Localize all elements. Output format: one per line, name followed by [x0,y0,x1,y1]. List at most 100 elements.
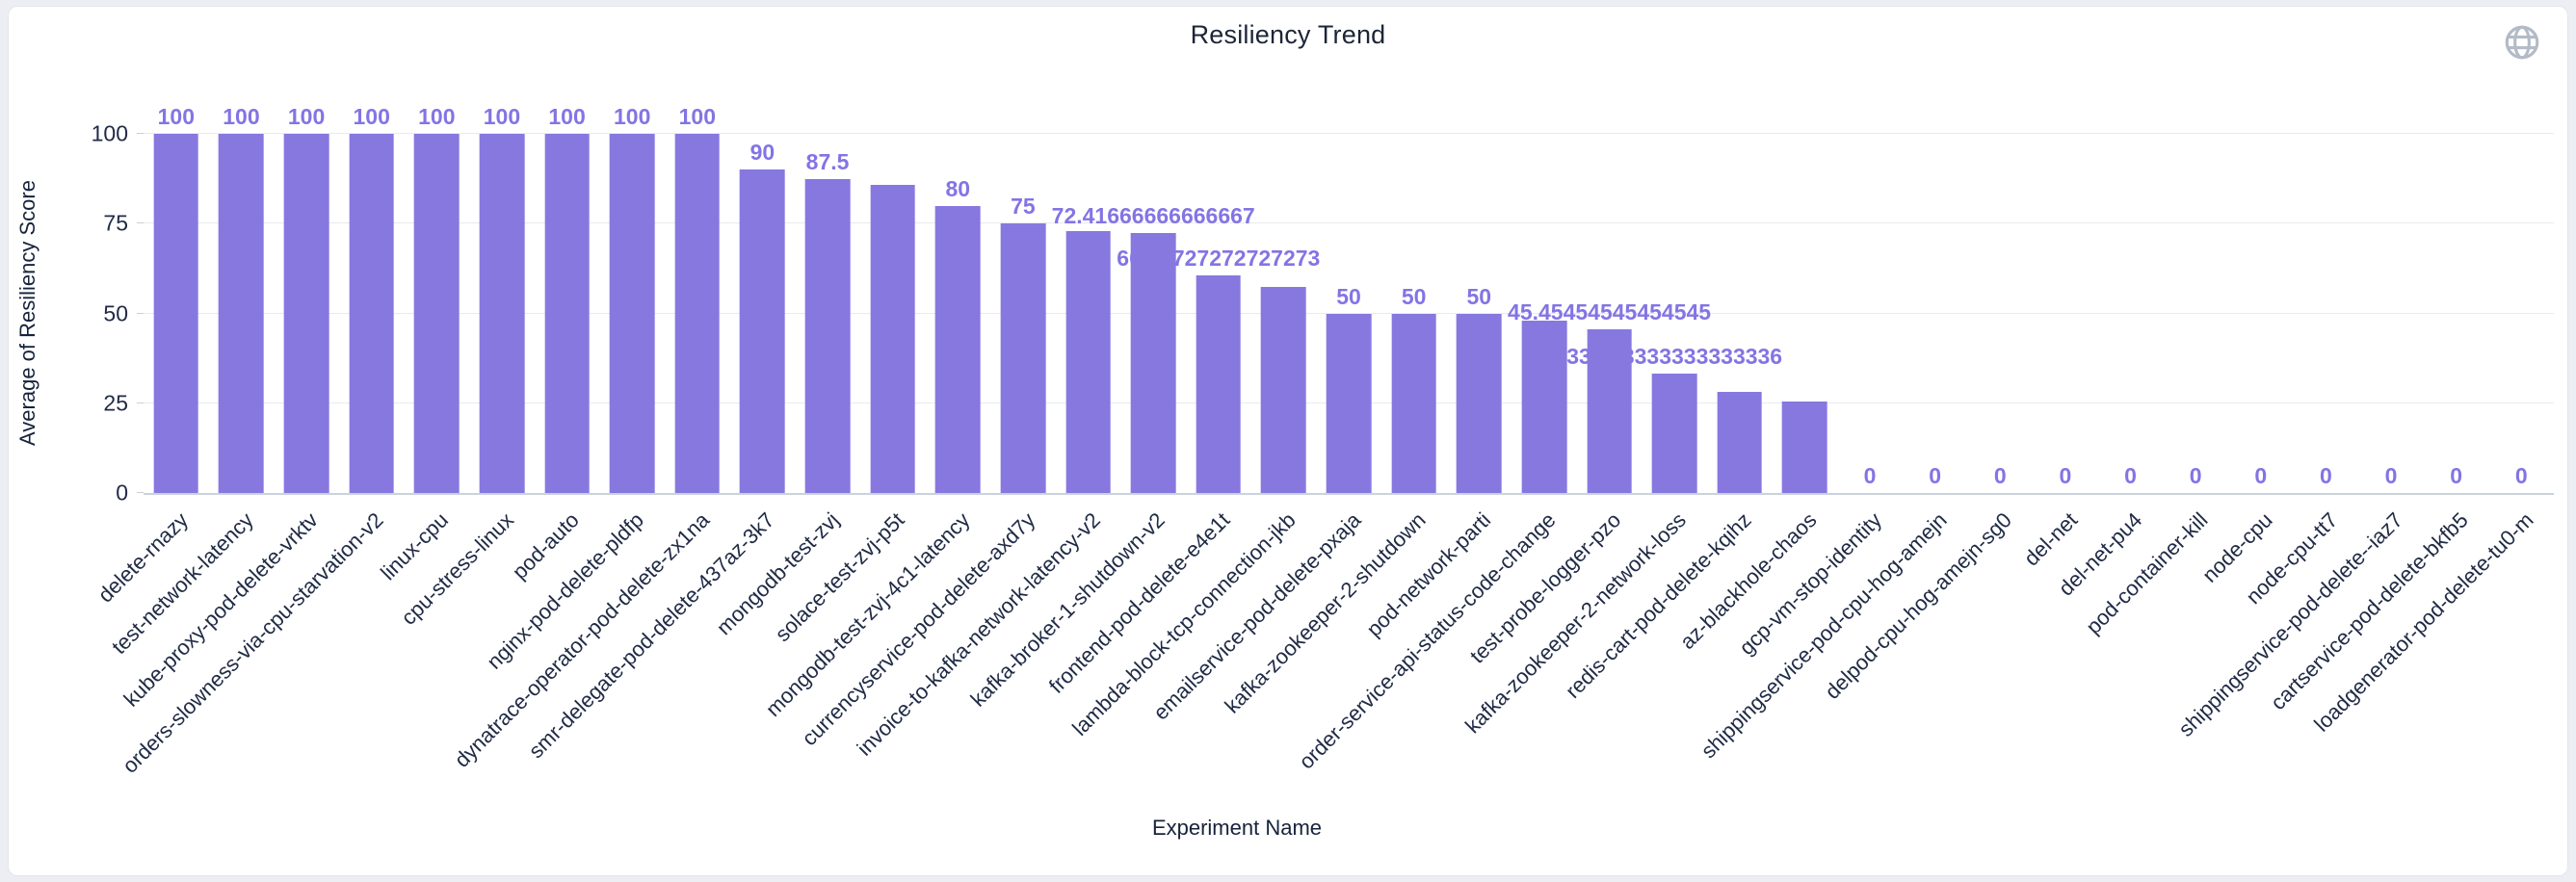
bar[interactable] [544,134,590,493]
bar[interactable] [153,134,199,493]
y-tick-mark [137,222,144,224]
bar[interactable] [1391,313,1437,493]
bar-value-label: 0 [2059,463,2072,488]
bar-slot: 100 nginx-pod-delete-pldfp [483,106,665,674]
bar-value-label: 0 [2514,463,2528,488]
y-tick-mark [137,492,144,493]
bar-slot: 0 delpod-cpu-hog-amejn-sg0 [1821,134,2034,704]
bar[interactable] [1456,313,1502,493]
bar-slot: 50 emailservice-pod-delete-pxaja [1148,134,1381,724]
bar-value-label: 0 [2384,463,2398,488]
bar[interactable] [479,134,525,493]
bar[interactable] [1065,230,1111,493]
bar-value-label: 100 [678,104,716,129]
x-category-label-text: del-net [2018,507,2082,571]
y-axis-title-text: Average of Resiliency Score [15,180,39,446]
bar[interactable] [413,134,460,493]
bar-value-label: 80 [945,175,971,201]
bar-value-label: 0 [1863,463,1877,488]
gridline-75 [144,222,2554,224]
bar-value-label: 0 [2189,463,2202,488]
bar-slot: solace-test-zvj-p5t [771,134,926,646]
chart-plot-area: 0 25 50 75 100 100 delete-rnazy 100 test-network… [92,106,2555,778]
bar-slot: order-service-api-status-code-change [1295,134,1577,774]
bar-value-label: 50 [1401,283,1427,309]
bar-slot: lambda-block-tcp-connection-jkb [1067,134,1317,740]
bar-value-label: 87.5 [805,148,850,174]
bar[interactable] [674,134,721,493]
bar[interactable] [1521,320,1567,493]
bar-slot: 0 pod-container-kill [2081,134,2228,639]
y-tick-mark [137,312,144,314]
x-axis-title: Experiment Name [1151,816,1323,840]
y-tick-label: 100 [91,120,128,146]
bar[interactable] [1782,401,1827,493]
bar[interactable] [219,134,264,493]
bar-slots: 100 delete-rnazy 100 test-network-latency 10… [92,106,2555,778]
bar-value-label: 100 [614,104,651,129]
bar-slot: 0 gcp-vm-stop-identity [1734,134,1903,661]
bar-value-label: 72.41666666666667 [1051,202,1255,228]
bar-value-label: 0 [1993,463,2007,488]
bar-value-label: 45.45454545454545 [1508,299,1712,325]
bar[interactable] [740,169,785,493]
bar[interactable] [1000,223,1046,493]
bar[interactable] [934,205,981,493]
bar-slot: 100 delete-rnazy [92,106,209,608]
bar[interactable] [609,134,655,493]
bar-slot: 75 currencyservice-pod-delete-axd7y [797,134,1056,750]
bar-slot: 0 shippingservice-pod-delete--iaz7 [2174,134,2424,741]
y-tick-label: 50 [103,300,128,325]
y-tick-label: 25 [103,390,128,416]
bar-slot: 87.5 mongodb-test-zvj [712,134,860,639]
bar-slot: 100 dynatrace-operator-pod-delete-zx1na [449,106,730,772]
bar-value-label: 0 [2450,463,2463,488]
bar-value-label: 50 [1466,283,1492,309]
globe-icon[interactable] [2502,22,2542,63]
bar-slot: redis-cart-pod-delete-kqihz [1561,134,1773,703]
bar-slot: 100 orders-slowness-via-cpu-starvation-v2 [118,106,405,778]
x-category-label-text: pod-container-kill [2081,507,2213,639]
bar-slot: 50 kafka-zookeeper-2-shutdown [1220,134,1447,718]
gridline-100 [144,133,2554,134]
bar[interactable] [1326,313,1372,493]
gridline-50 [144,312,2554,314]
bar-slot: 100 linux-cpu [376,106,470,584]
bar-value-label: 100 [418,104,456,129]
bar[interactable] [283,134,329,493]
bar[interactable] [804,178,851,493]
x-category-label-text: currencyservice-pod-delete-axd7y [796,507,1039,751]
bar-slot: 100 kube-proxy-pod-delete-vrktv [119,106,339,712]
bar-slot: 50 pod-network-parti [1362,134,1512,641]
bar-slot: invoice-to-kafka-network-latency-v2 [852,134,1121,761]
bar-value-label: 100 [157,104,195,129]
bar-slot: 90 smr-delegate-pod-delete-437az-3k7 [523,134,796,763]
bar[interactable] [1130,232,1176,493]
bar[interactable] [1196,274,1242,493]
bar-slot: az-blackhole-chaos [1675,134,1838,654]
bar-value-label: 0 [1929,463,1942,488]
y-tick-label: 0 [116,480,128,506]
x-category-label-text: shippingservice-pod-cpu-hog-amejn [1695,507,1952,764]
bar[interactable] [870,184,916,493]
bar-value-label: 100 [353,104,390,129]
bar-slot: 0 loadgenerator-pod-delete-tu0-m [2309,134,2555,737]
bar-value-label: 100 [548,104,586,129]
bar-value-label: 0 [2254,463,2268,488]
bar[interactable] [349,134,395,493]
bar[interactable] [1587,329,1632,493]
bar-value-label: 50 [1336,283,1361,309]
bar-slot: 0 del-net [2019,134,2098,571]
bar[interactable] [1717,391,1763,493]
bar[interactable] [1261,286,1306,493]
bar-slot: 72.41666666666667 kafka-broker-1-shutdown… [966,134,1255,711]
bar-slot: 45.45454545454545 test-probe-logger-pzo [1465,134,1711,668]
bar-slot: 100 cpu-stress-linux [396,106,535,630]
bar-slot: 0 node-cpu [2197,134,2294,587]
bar-slot: 0 cartservice-pod-delete-bkfb5 [2266,134,2489,715]
bar-slot: 60.72727272727273 frontend-pod-delete-e4e… [1044,134,1320,698]
bar-value-label: 100 [223,104,260,129]
bar-slot: 100 test-network-latency [107,106,275,659]
bar[interactable] [1651,373,1697,493]
bar-value-label: 75 [1011,194,1036,220]
